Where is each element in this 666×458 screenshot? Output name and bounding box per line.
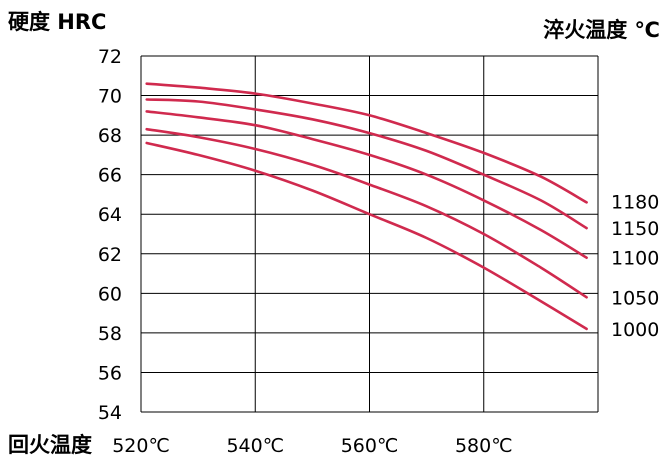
- y-tick-label: 56: [98, 362, 122, 384]
- y-tick-label: 68: [98, 125, 122, 147]
- y-tick-label: 60: [98, 283, 122, 305]
- y-tick-label: 66: [98, 165, 122, 187]
- series-line-1100: [145, 110, 588, 259]
- grid: [140, 55, 599, 413]
- x-tick-label: 540℃: [226, 435, 284, 457]
- x-axis-title: 回火温度: [8, 433, 92, 457]
- y-tick-label: 58: [98, 323, 122, 345]
- y-tick-label: 64: [98, 204, 122, 226]
- y-tick-labels: 54 56 58 60 62 64 66 68 70 72: [98, 46, 122, 424]
- x-tick-label: 580℃: [455, 435, 513, 457]
- y-tick-label: 54: [98, 402, 122, 424]
- series-label-1180: 1180: [611, 191, 659, 213]
- series-line-1150: [145, 98, 588, 230]
- x-tick-label: 520℃: [112, 435, 170, 457]
- series-curves: [145, 82, 588, 331]
- y-tick-label: 70: [98, 86, 122, 108]
- y-axis-title: 硬度 HRC: [8, 10, 106, 34]
- series-line-1000: [145, 141, 588, 331]
- legend-title: 淬火温度 ℃: [543, 18, 660, 42]
- series-label-1150: 1150: [611, 218, 659, 240]
- y-tick-label: 72: [98, 46, 122, 68]
- x-tick-labels: 520℃ 540℃ 560℃ 580℃: [112, 435, 512, 457]
- series-label-1100: 1100: [611, 248, 659, 270]
- series-label-1050: 1050: [611, 287, 659, 309]
- series-label-1000: 1000: [611, 319, 659, 341]
- y-tick-label: 62: [98, 244, 122, 266]
- x-tick-label: 560℃: [341, 435, 399, 457]
- series-line-1180: [145, 82, 588, 204]
- series-line-1050: [145, 127, 588, 299]
- series-labels: 1180 1150 1100 1050 1000: [611, 191, 659, 341]
